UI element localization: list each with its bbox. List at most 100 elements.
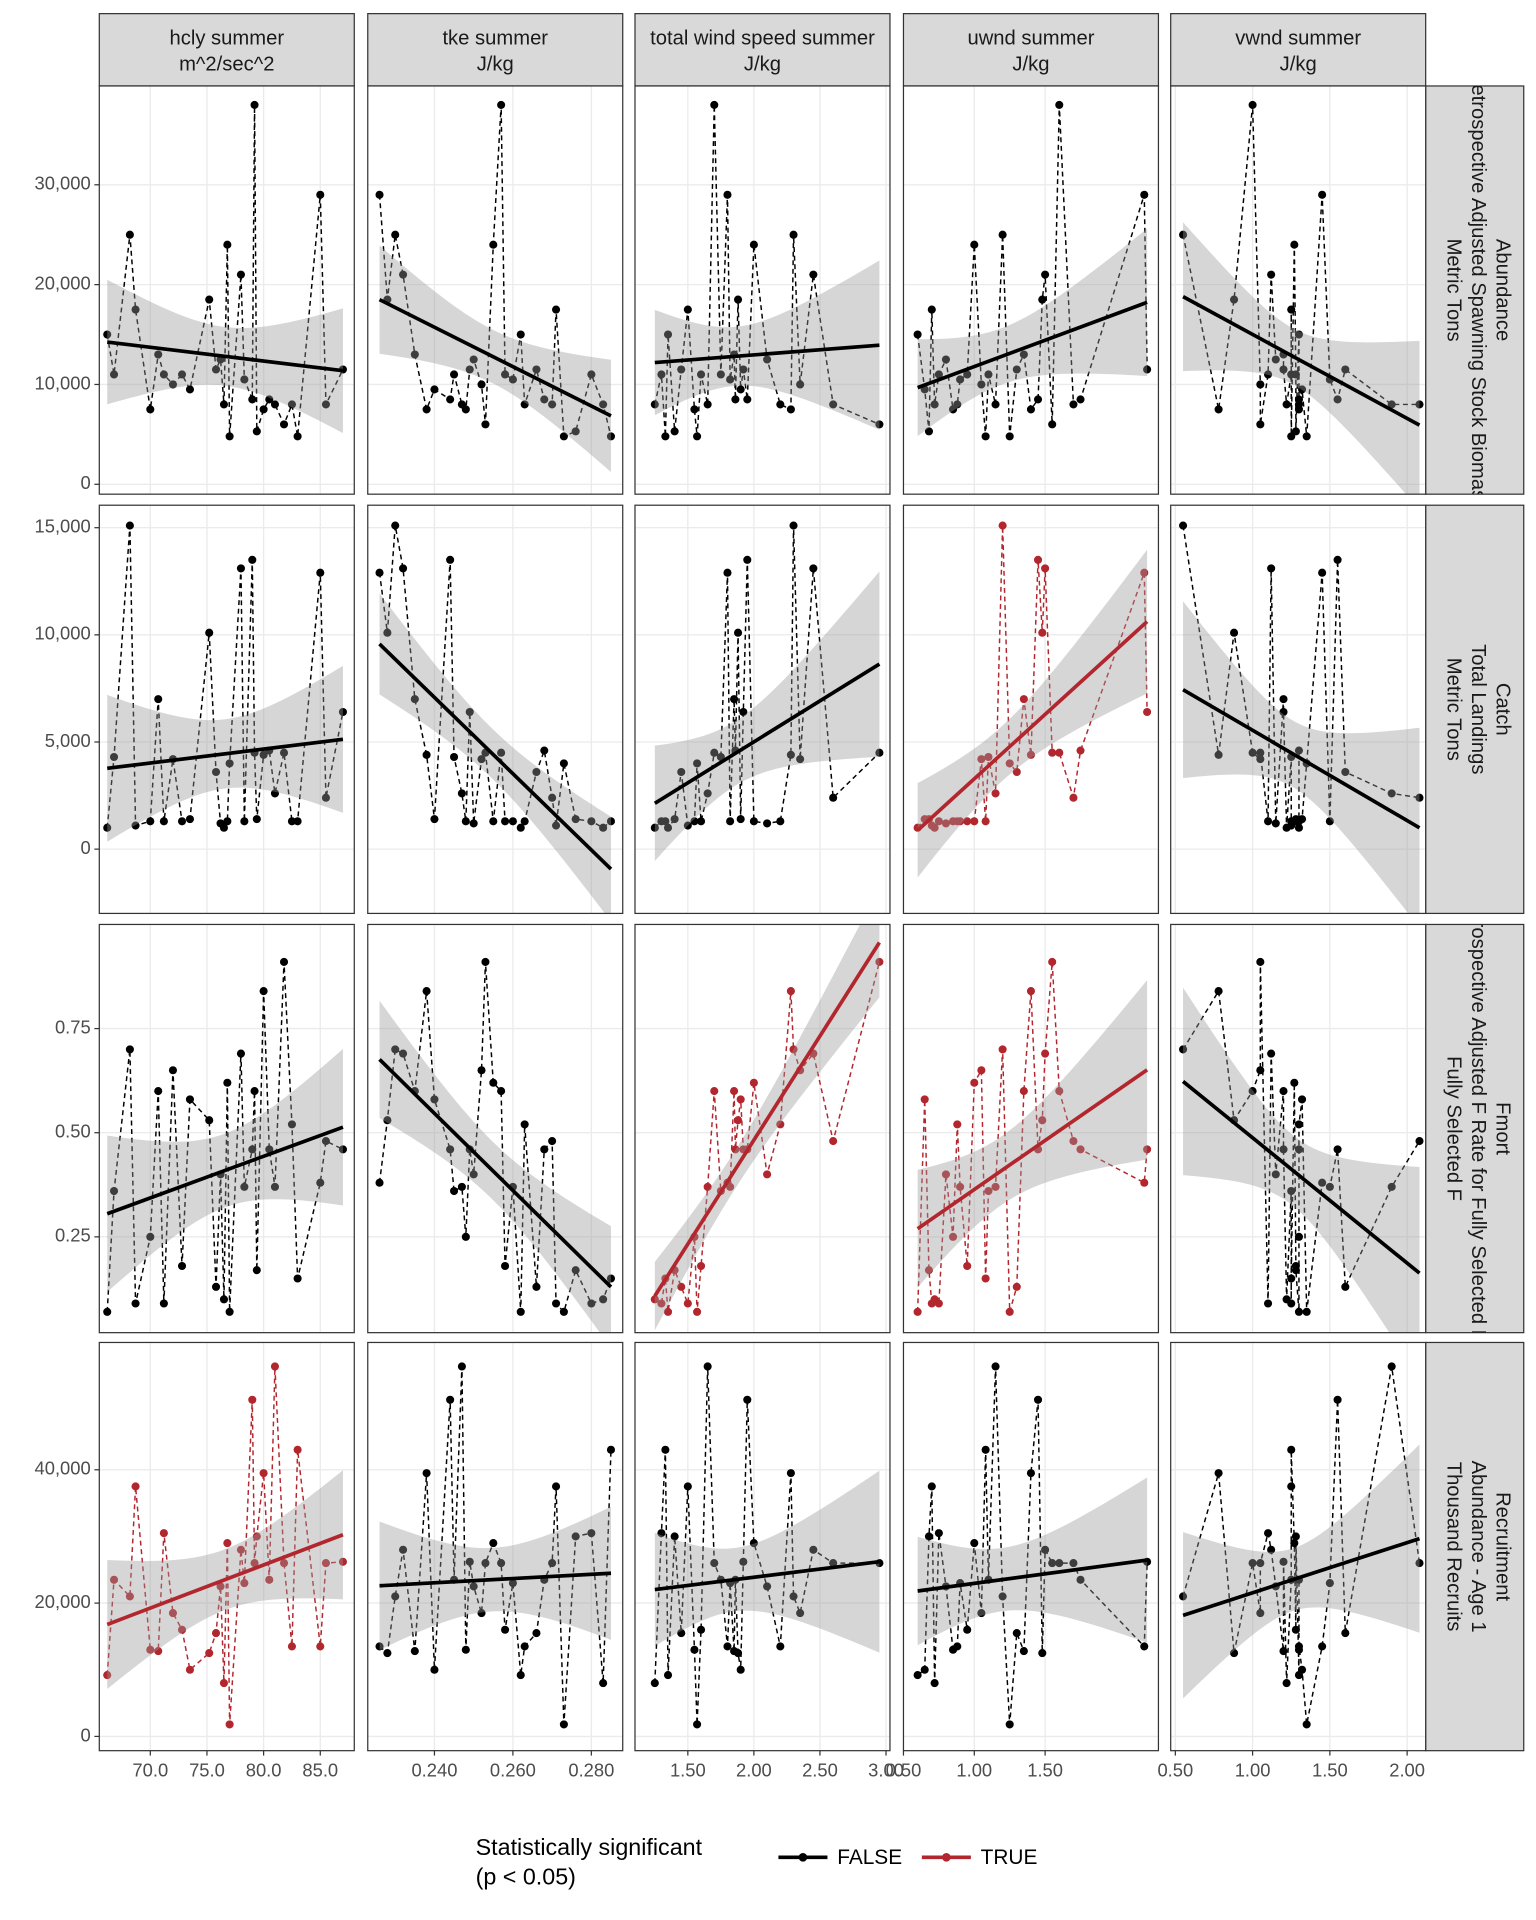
trend-line xyxy=(1182,1536,1421,1618)
data-point xyxy=(223,1539,232,1548)
x-tick-label: 1.50 xyxy=(1312,1759,1348,1780)
data-point xyxy=(670,815,679,824)
data-point xyxy=(1279,695,1288,704)
data-point xyxy=(465,707,474,717)
data-point xyxy=(677,365,686,374)
data-point xyxy=(497,748,506,757)
data-point xyxy=(1415,1137,1424,1146)
panel xyxy=(1170,505,1426,914)
data-point xyxy=(1291,1625,1300,1634)
row-title: Recruitment xyxy=(1491,1492,1513,1601)
data-point xyxy=(730,695,739,704)
data-point xyxy=(776,400,785,409)
data-point xyxy=(109,1186,119,1196)
trend-line xyxy=(1182,688,1421,830)
data-point xyxy=(146,405,155,414)
data-point xyxy=(1325,1182,1334,1191)
data-point xyxy=(248,555,257,564)
data-point xyxy=(211,767,221,777)
trend-line xyxy=(654,1559,880,1592)
data-point xyxy=(532,1282,541,1291)
data-point xyxy=(446,555,455,564)
data-point xyxy=(430,385,439,394)
data-point xyxy=(1279,1557,1288,1566)
data-point xyxy=(457,789,466,798)
panel-border xyxy=(902,85,1160,495)
panel-background xyxy=(367,85,623,495)
connecting-line xyxy=(916,961,1148,1313)
data-point xyxy=(1333,1395,1342,1404)
column-title: total wind speed summer xyxy=(650,28,875,50)
data-point xyxy=(477,1609,486,1618)
row-strip xyxy=(1425,85,1525,495)
row-unit: Thousand Recruits xyxy=(1442,1462,1464,1632)
data-point xyxy=(1279,1087,1288,1096)
data-point xyxy=(693,759,702,768)
y-tick-label: 15,000 xyxy=(35,516,91,537)
data-point xyxy=(661,817,670,826)
data-point xyxy=(693,1720,702,1729)
y-tick-label: 5,000 xyxy=(45,730,91,751)
data-point xyxy=(316,190,325,199)
data-point xyxy=(520,1642,529,1651)
data-point xyxy=(1333,395,1342,404)
confidence-band xyxy=(1183,987,1420,1333)
legend-subtitle: (p < 0.05) xyxy=(476,1863,576,1889)
data-point xyxy=(1214,750,1223,759)
data-point xyxy=(697,1261,706,1271)
data-point xyxy=(465,365,474,374)
data-point xyxy=(481,957,490,966)
data-point xyxy=(391,1045,400,1054)
data-point xyxy=(154,695,163,704)
data-point xyxy=(279,748,289,757)
data-point xyxy=(1267,564,1276,573)
panel-border xyxy=(1170,504,1427,915)
column-unit: m^2/sec^2 xyxy=(179,53,274,75)
data-point xyxy=(693,432,702,441)
data-point xyxy=(375,1642,384,1651)
data-point xyxy=(1298,385,1307,394)
panel xyxy=(903,1342,1159,1751)
y-tick-label: 0.75 xyxy=(55,1016,91,1037)
data-point xyxy=(1069,400,1078,409)
data-point xyxy=(998,521,1007,530)
data-point xyxy=(259,987,268,996)
data-point xyxy=(809,1545,818,1554)
data-point xyxy=(501,1261,510,1271)
data-point xyxy=(1325,1579,1334,1588)
data-point xyxy=(743,395,752,404)
column-title: hcly summer xyxy=(169,28,284,50)
data-point xyxy=(103,823,112,832)
data-point xyxy=(1248,748,1257,757)
data-point xyxy=(1230,295,1239,304)
data-point xyxy=(159,370,168,379)
row-unit: Metric Tons xyxy=(1442,239,1464,342)
data-point xyxy=(497,1087,506,1096)
x-tick-label: 70.0 xyxy=(132,1759,168,1780)
data-point xyxy=(131,305,140,314)
data-point xyxy=(924,427,934,436)
panel xyxy=(1170,1342,1426,1751)
data-point xyxy=(661,432,670,441)
panel-background xyxy=(367,924,623,1333)
data-point xyxy=(410,695,419,704)
trend-line xyxy=(653,662,881,805)
data-point xyxy=(1341,365,1350,374)
data-point xyxy=(587,1529,596,1538)
data-point xyxy=(250,1087,259,1096)
data-point xyxy=(953,400,962,409)
panel-background xyxy=(634,85,890,495)
panel-border xyxy=(367,504,624,915)
data-point xyxy=(1069,1559,1078,1568)
data-point xyxy=(786,1469,795,1478)
data-point xyxy=(1282,400,1291,409)
data-point xyxy=(1179,230,1188,239)
data-point xyxy=(726,375,735,384)
x-tick-label: 1.50 xyxy=(1027,1759,1063,1780)
data-point xyxy=(177,1625,187,1634)
data-point xyxy=(875,957,884,966)
data-point xyxy=(248,395,257,404)
data-point xyxy=(489,1539,498,1548)
data-point xyxy=(733,1649,743,1658)
data-point xyxy=(1179,521,1188,530)
